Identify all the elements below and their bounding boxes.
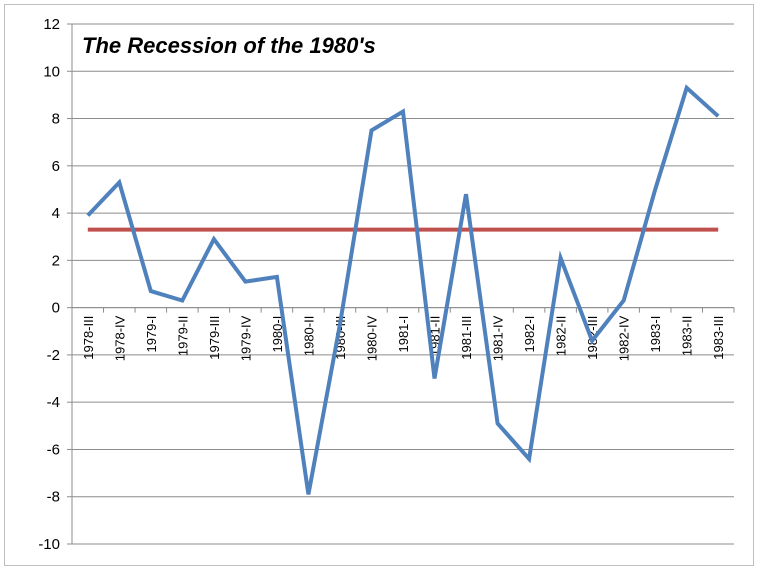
x-tick-label: 1979-IV	[238, 315, 253, 361]
x-tick-label: 1982-I	[522, 316, 537, 353]
y-tick-label: 0	[52, 300, 60, 317]
x-tick-label: 1979-II	[175, 316, 190, 356]
gridlines	[72, 23, 734, 545]
y-tick-label: 12	[43, 16, 60, 33]
x-tick-label: 1978-III	[81, 316, 96, 360]
x-tick-label: 1980-IV	[364, 315, 379, 361]
y-tick-label: 10	[43, 63, 60, 80]
x-tick-label: 1980-I	[270, 316, 285, 353]
series-group	[86, 84, 720, 495]
y-tick-label: -2	[47, 347, 60, 364]
y-tick-label: -6	[47, 441, 60, 458]
y-tick-label: 6	[52, 158, 60, 175]
x-tick-label: 1980-II	[301, 316, 316, 356]
series-line-growth	[86, 84, 720, 495]
x-tick-label: 1982-II	[554, 316, 569, 356]
x-tick-label: 1981-IV	[491, 315, 506, 361]
x-tick-label: 1983-II	[680, 316, 695, 356]
x-tick-label: 1983-I	[648, 316, 663, 353]
x-tick-label: 1981-I	[396, 316, 411, 353]
y-tick-label: 8	[52, 111, 60, 128]
x-tick-label: 1978-IV	[112, 315, 127, 361]
y-axis: -10 -8 -6 -4 -2 0 2 4 6 8 10 12	[38, 16, 73, 553]
x-tick-label: 1982-IV	[617, 315, 632, 361]
y-tick-label: 4	[52, 205, 60, 222]
x-tick-label: 1981-III	[459, 316, 474, 360]
x-axis: 1978-III 1978-IV 1979-I 1979-II 1979-III 1979…	[71, 307, 735, 361]
y-tick-label: -4	[47, 394, 60, 411]
x-tick-label: 1979-III	[207, 316, 222, 360]
chart-title: The Recession of the 1980's	[82, 33, 376, 58]
x-tick-label: 1983-III	[711, 316, 726, 360]
y-tick-label: 2	[52, 252, 60, 269]
x-tick-label: 1979-I	[144, 316, 159, 353]
y-tick-label: -10	[38, 536, 60, 553]
y-tick-label: -8	[47, 489, 60, 506]
